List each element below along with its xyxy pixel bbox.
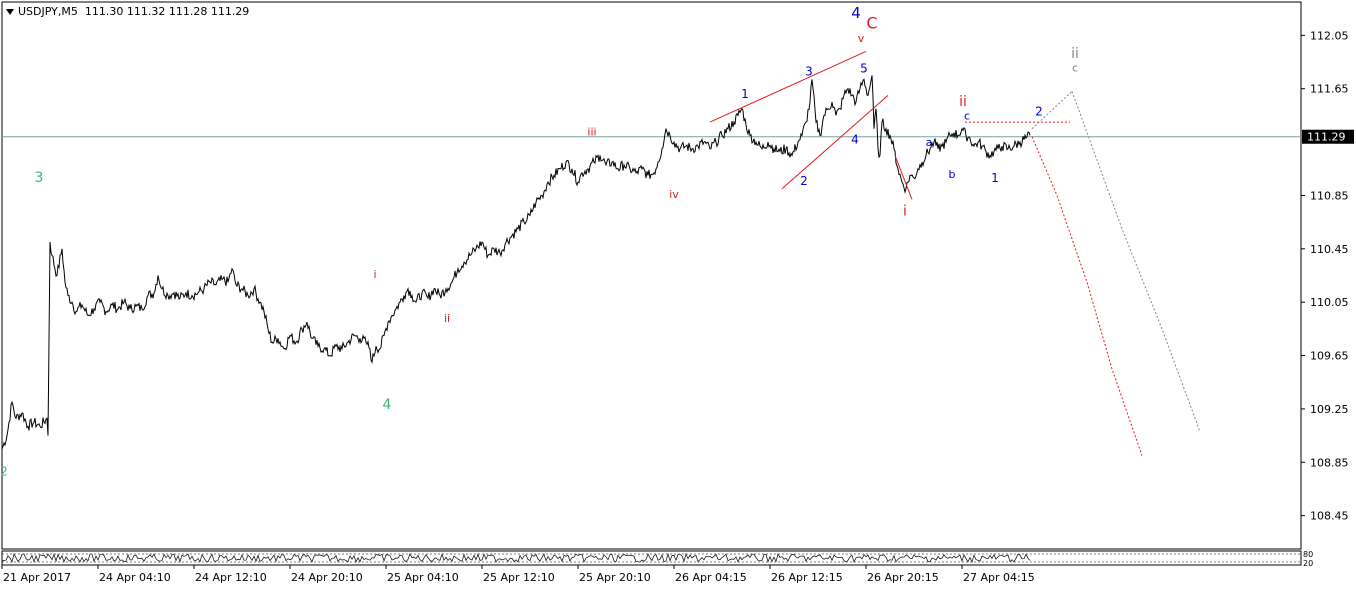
y-axis-tick-label: 110.85 (1310, 189, 1349, 202)
indicator-border (1, 550, 1302, 566)
wave-label: ii (1071, 46, 1079, 62)
wave-label: ii (959, 94, 967, 110)
x-axis-tick-label: 26 Apr 12:15 (771, 571, 843, 584)
wave-line (1071, 91, 1201, 432)
wave-label: ii (444, 312, 450, 325)
x-axis-tick-label: 24 Apr 12:10 (195, 571, 267, 584)
wave-label: 5 (860, 62, 868, 76)
wave-line (894, 155, 913, 200)
wave-line (1031, 91, 1073, 130)
chart-ohlc: 111.30 111.32 111.28 111.29 (84, 5, 250, 18)
x-axis-tick-label: 25 Apr 20:10 (579, 571, 651, 584)
wave-label: 4 (851, 132, 859, 146)
x-axis-tick-label: 25 Apr 12:10 (483, 571, 555, 584)
plot-border (1, 1, 1302, 550)
current-price-label: 111.29 (1307, 131, 1346, 144)
x-axis-tick-label: 24 Apr 20:10 (291, 571, 363, 584)
wave-line (1031, 136, 1143, 456)
wave-label: b (949, 168, 956, 181)
indicator-line (1, 552, 1031, 564)
x-axis-tick-label: 25 Apr 04:10 (387, 571, 459, 584)
y-axis-tick-label: 108.45 (1310, 510, 1349, 523)
chart-menu-triangle-icon[interactable] (6, 9, 14, 15)
x-axis-tick-label: 26 Apr 20:15 (867, 571, 939, 584)
wave-label: c (964, 109, 970, 122)
y-axis-tick-label: 112.05 (1310, 29, 1349, 42)
y-axis-tick-label: 108.85 (1310, 456, 1349, 469)
x-axis-tick-label: 26 Apr 04:15 (675, 571, 747, 584)
wave-label: 2 (0, 465, 8, 479)
x-axis-tick-label: 21 Apr 2017 (3, 571, 71, 584)
current-price-badge (1302, 129, 1354, 144)
wave-label: iv (669, 188, 679, 201)
y-axis-tick-label: 110.45 (1310, 243, 1349, 256)
wave-label: 3 (35, 170, 44, 186)
wave-line (709, 50, 867, 123)
wave-label: i (903, 203, 907, 219)
indicator-level-label: 80 (1303, 550, 1313, 559)
wave-label: v (858, 32, 865, 45)
x-axis-tick-label: 24 Apr 04:10 (99, 571, 171, 584)
wave-label: 1 (741, 87, 749, 101)
wave-label: C (866, 14, 877, 33)
y-axis-tick-label: 109.65 (1310, 350, 1349, 363)
wave-label: 4 (383, 397, 392, 413)
wave-label: 4 (851, 4, 861, 22)
y-axis-tick-label: 109.25 (1310, 403, 1349, 416)
x-axis-tick-label: 27 Apr 04:15 (963, 571, 1035, 584)
wave-line (781, 95, 889, 190)
y-axis-tick-label: 110.05 (1310, 296, 1349, 309)
wave-label: iii (587, 125, 596, 138)
wave-label: 1 (991, 171, 999, 185)
wave-label: c (1072, 61, 1078, 74)
y-axis-tick-label: 111.65 (1310, 83, 1349, 96)
wave-label: 2 (800, 174, 808, 188)
wave-label: i (373, 268, 376, 281)
indicator-level-label: 20 (1303, 559, 1313, 568)
wave-label: a (926, 136, 933, 149)
wave-label: 3 (805, 64, 813, 78)
wave-label: 2 (1035, 104, 1043, 118)
price-series-line (1, 75, 1031, 450)
chart-header: USDJPY,M5 111.30 111.32 111.28 111.29 (6, 5, 249, 18)
chart-symbol: USDJPY,M5 (18, 5, 78, 18)
